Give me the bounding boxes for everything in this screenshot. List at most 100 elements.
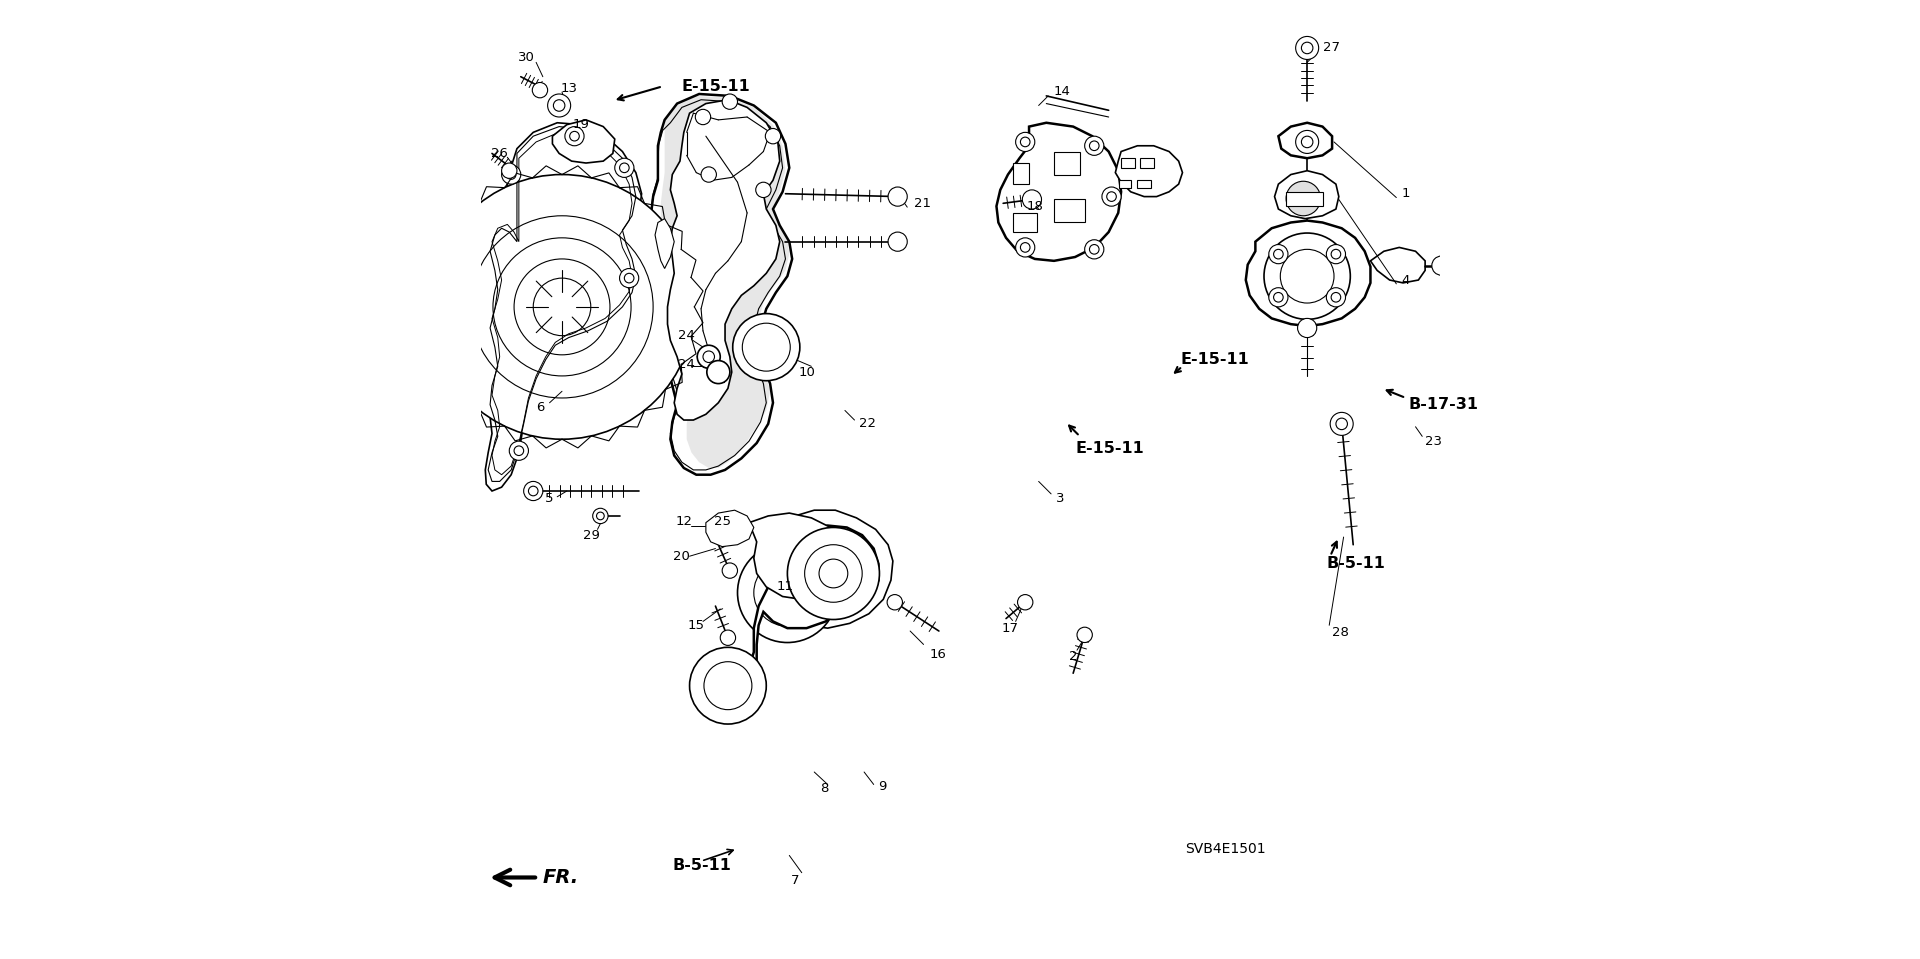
Circle shape (547, 94, 570, 117)
Circle shape (887, 595, 902, 610)
Text: 19: 19 (572, 118, 589, 131)
Circle shape (733, 314, 801, 381)
Circle shape (1269, 245, 1288, 264)
Text: 18: 18 (1027, 199, 1043, 213)
Text: 21: 21 (914, 197, 931, 210)
Circle shape (722, 563, 737, 578)
Polygon shape (1054, 199, 1085, 222)
Circle shape (1085, 240, 1104, 259)
Circle shape (1296, 36, 1319, 59)
Circle shape (1263, 233, 1350, 319)
Circle shape (756, 182, 772, 198)
Circle shape (707, 361, 730, 384)
Text: 6: 6 (536, 401, 543, 414)
Text: B-5-11: B-5-11 (672, 857, 732, 873)
Polygon shape (1279, 123, 1332, 158)
Circle shape (1432, 256, 1452, 275)
Circle shape (522, 267, 603, 347)
Circle shape (614, 158, 634, 177)
Circle shape (597, 512, 605, 520)
Text: 2: 2 (1069, 650, 1077, 664)
Circle shape (695, 109, 710, 125)
Circle shape (804, 545, 862, 602)
Circle shape (1016, 132, 1035, 152)
Text: 26: 26 (492, 147, 509, 160)
Text: 8: 8 (820, 782, 828, 795)
Circle shape (593, 508, 609, 524)
Circle shape (1327, 245, 1346, 264)
Circle shape (620, 269, 639, 288)
Text: 11: 11 (778, 580, 795, 594)
Text: E-15-11: E-15-11 (682, 79, 751, 94)
Text: 27: 27 (1323, 41, 1340, 55)
Circle shape (570, 131, 580, 141)
Circle shape (1331, 412, 1354, 435)
Circle shape (532, 82, 547, 98)
Polygon shape (710, 556, 847, 714)
Text: 24: 24 (678, 358, 695, 371)
Text: E-15-11: E-15-11 (1181, 352, 1250, 367)
Circle shape (1021, 190, 1041, 209)
Circle shape (564, 127, 584, 146)
Polygon shape (707, 510, 755, 547)
Polygon shape (1012, 213, 1037, 232)
Text: 16: 16 (929, 647, 947, 661)
Text: SVB4E1501: SVB4E1501 (1185, 842, 1265, 855)
Text: 29: 29 (584, 528, 601, 542)
Text: E-15-11: E-15-11 (1075, 441, 1144, 456)
Bar (1286, 192, 1323, 206)
Polygon shape (655, 219, 674, 269)
Polygon shape (749, 513, 851, 599)
Circle shape (1296, 130, 1319, 153)
Polygon shape (1054, 152, 1079, 175)
Polygon shape (668, 100, 780, 420)
Text: 9: 9 (879, 780, 887, 793)
Bar (1119, 180, 1131, 188)
Text: 17: 17 (1002, 621, 1018, 635)
Polygon shape (1275, 171, 1338, 219)
Circle shape (553, 100, 564, 111)
Circle shape (624, 273, 634, 283)
Circle shape (1085, 136, 1104, 155)
Circle shape (1286, 181, 1321, 216)
Polygon shape (996, 123, 1121, 261)
Text: 23: 23 (1425, 434, 1442, 448)
Text: 22: 22 (860, 417, 876, 431)
Text: 15: 15 (687, 619, 705, 632)
Bar (1121, 158, 1135, 168)
Text: 20: 20 (674, 550, 691, 563)
Text: B-17-31: B-17-31 (1409, 397, 1478, 412)
Text: 1: 1 (1402, 187, 1409, 200)
Circle shape (737, 543, 837, 643)
Text: 3: 3 (1056, 492, 1064, 505)
Bar (1140, 158, 1154, 168)
Text: 14: 14 (1054, 84, 1071, 98)
Text: FR.: FR. (543, 868, 580, 887)
Text: 10: 10 (799, 365, 814, 379)
Circle shape (1077, 627, 1092, 643)
Text: 7: 7 (791, 874, 799, 887)
Circle shape (501, 165, 520, 184)
Circle shape (720, 630, 735, 645)
Polygon shape (553, 120, 614, 163)
Text: 5: 5 (545, 492, 553, 505)
Text: 12: 12 (676, 515, 693, 528)
Text: B-5-11: B-5-11 (1327, 556, 1384, 572)
Circle shape (1269, 288, 1288, 307)
Circle shape (766, 129, 781, 144)
Polygon shape (660, 96, 789, 468)
Polygon shape (1012, 163, 1029, 184)
Circle shape (1018, 595, 1033, 610)
Polygon shape (486, 123, 641, 491)
Polygon shape (1371, 247, 1425, 283)
Circle shape (501, 163, 516, 178)
Circle shape (528, 486, 538, 496)
Text: 25: 25 (714, 515, 732, 528)
Circle shape (889, 187, 908, 206)
Circle shape (515, 446, 524, 456)
Circle shape (697, 345, 720, 368)
Text: 28: 28 (1332, 626, 1350, 640)
Circle shape (1102, 187, 1121, 206)
Circle shape (620, 163, 630, 173)
Text: 13: 13 (561, 82, 578, 95)
